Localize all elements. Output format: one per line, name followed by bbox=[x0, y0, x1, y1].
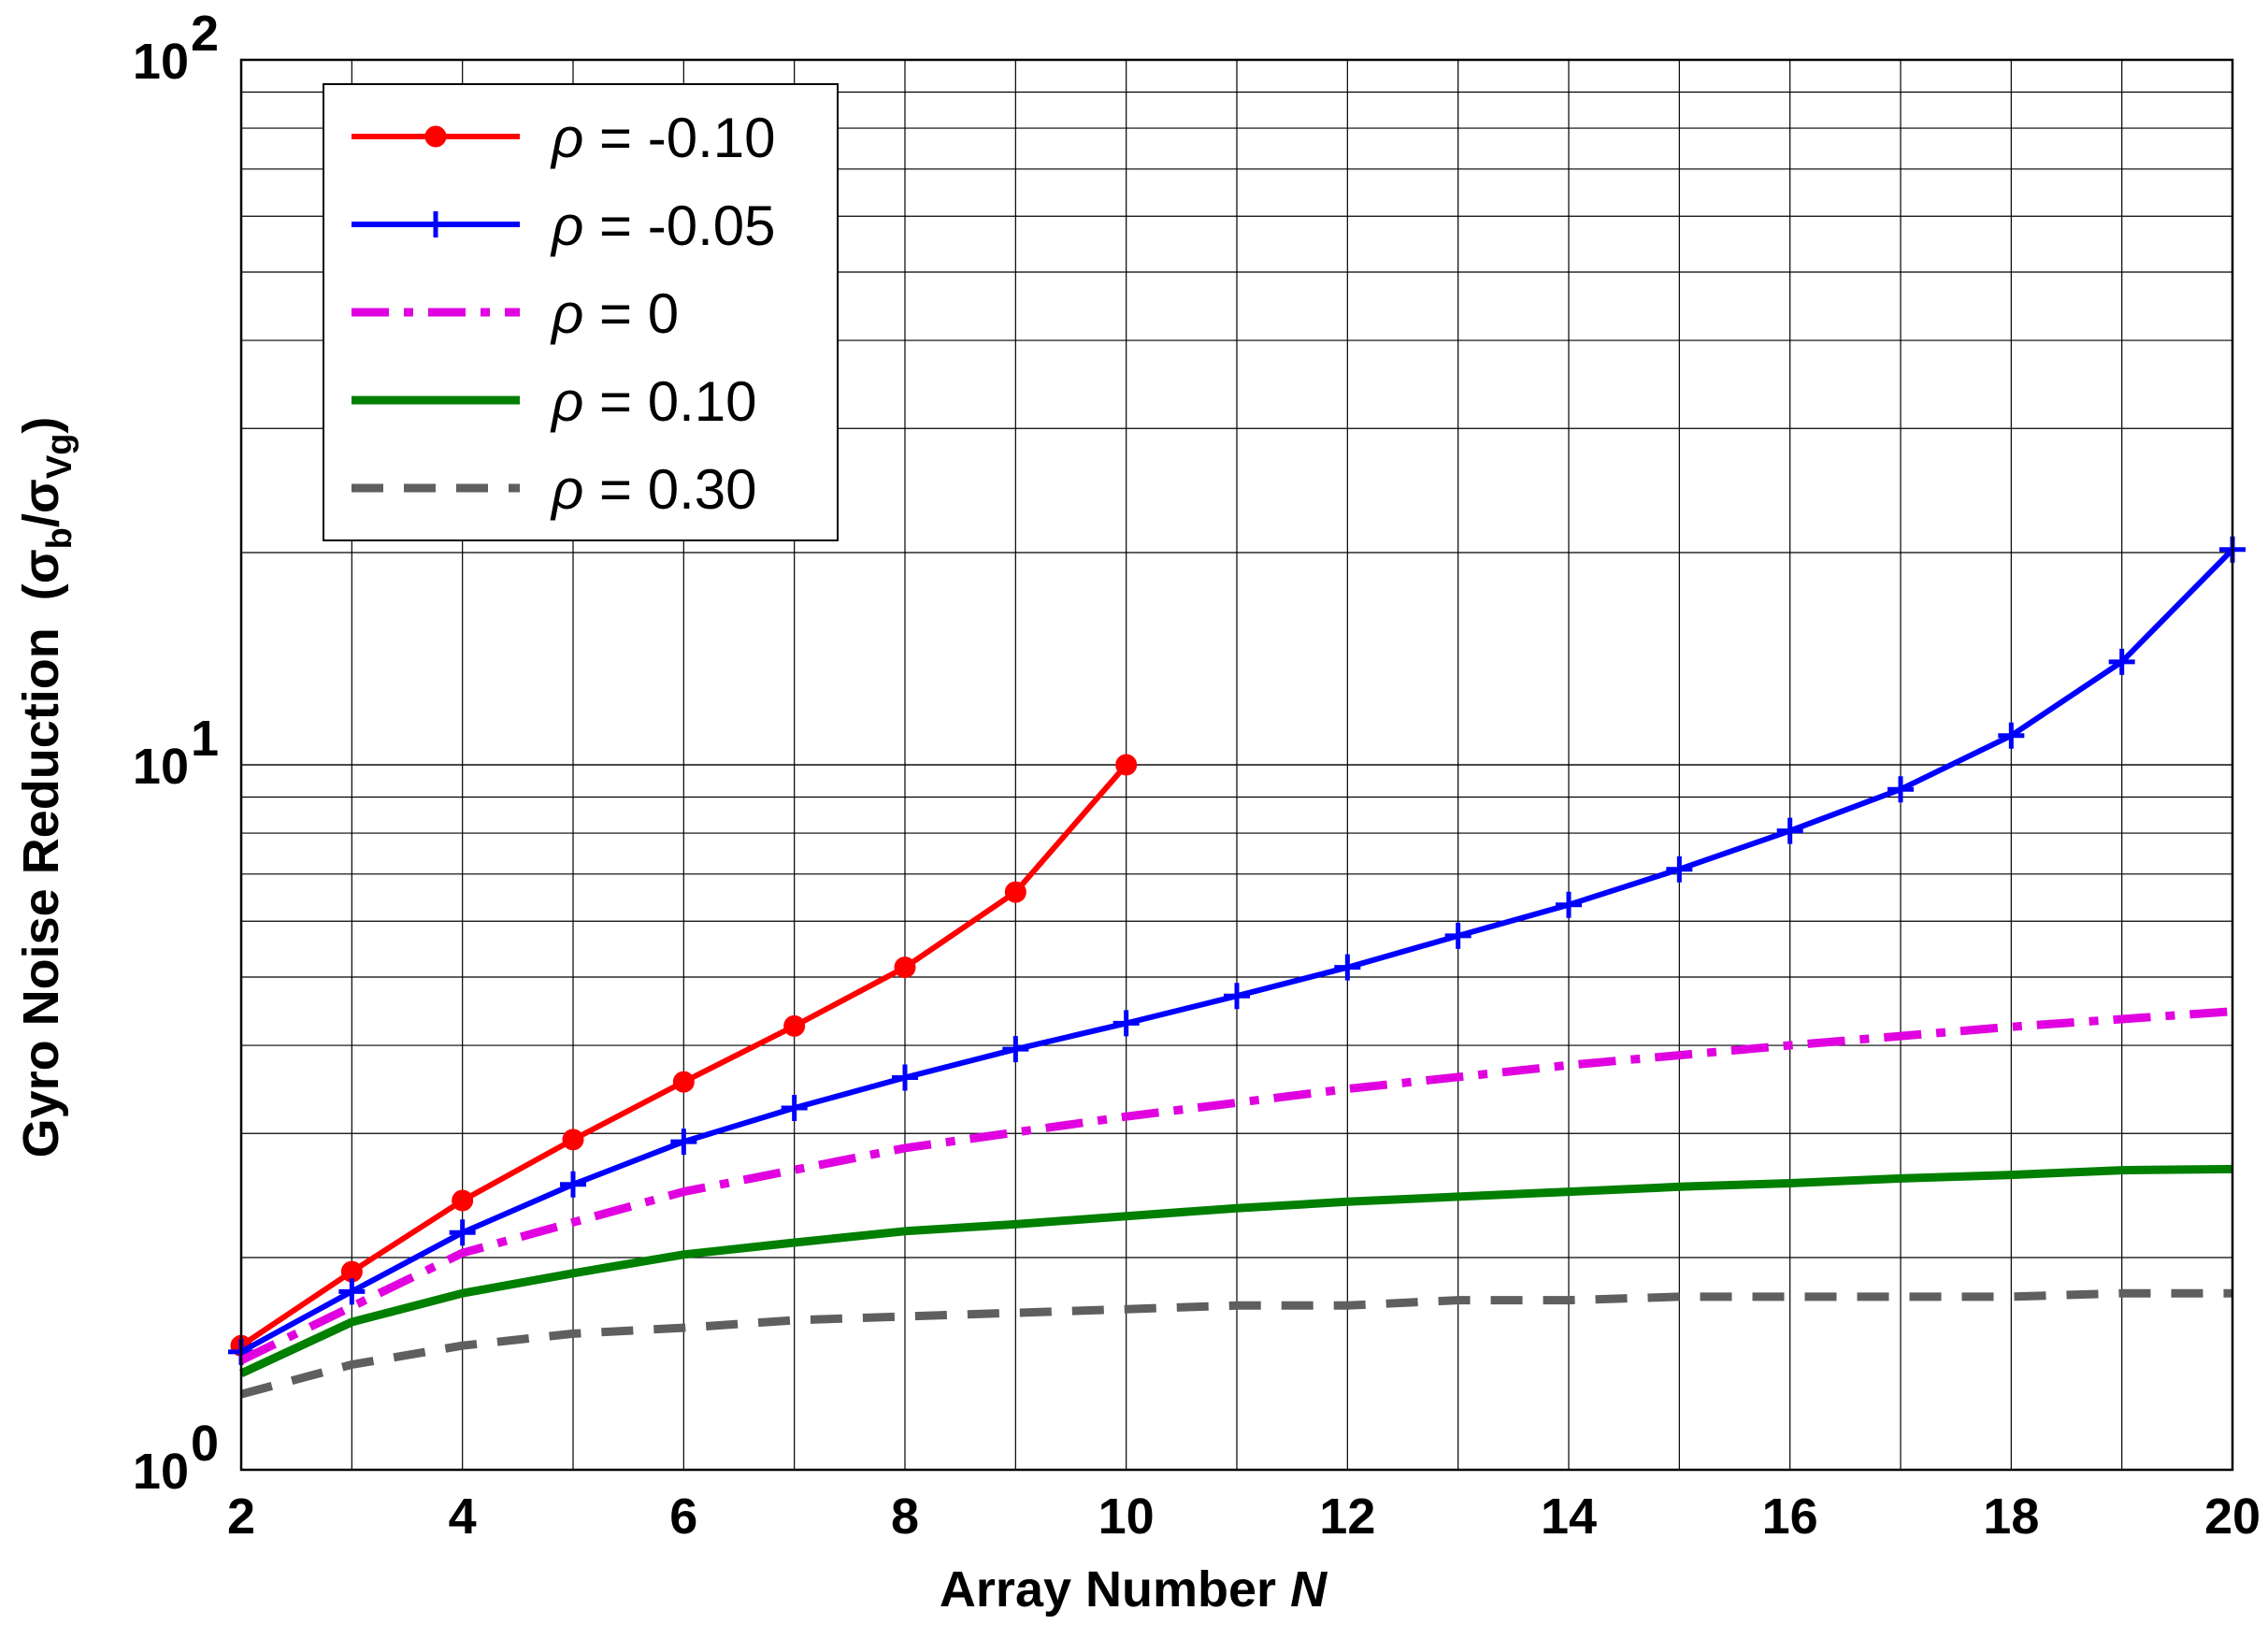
data-point bbox=[1998, 722, 2025, 749]
legend-marker bbox=[423, 211, 449, 237]
y-tick-exponent: 0 bbox=[191, 1416, 219, 1472]
legend-label: ρ = 0 bbox=[550, 282, 679, 345]
legend-item: ρ = -0.05 bbox=[352, 194, 776, 257]
series-1 bbox=[228, 536, 2246, 1365]
legend: ρ = -0.10 ρ = -0.05 ρ = 0 ρ = 0.10 ρ = 0.30 bbox=[323, 83, 839, 541]
legend-label: ρ = 0.10 bbox=[550, 370, 757, 433]
x-axis-label: Array Number N bbox=[940, 1561, 1328, 1618]
x-tick-label: 20 bbox=[2204, 1488, 2261, 1545]
data-point bbox=[1666, 856, 1693, 883]
axes-frame bbox=[239, 58, 2234, 1472]
data-point bbox=[1115, 754, 1138, 776]
data-point bbox=[452, 1189, 474, 1212]
data-point bbox=[783, 1014, 806, 1037]
data-point bbox=[670, 1129, 697, 1156]
legend-label: ρ = -0.05 bbox=[550, 194, 776, 257]
legend-label: ρ = -0.10 bbox=[550, 107, 776, 169]
y-tick-label: 10 bbox=[133, 739, 189, 795]
data-point bbox=[562, 1129, 584, 1151]
x-tick-label: 18 bbox=[1983, 1488, 2039, 1545]
data-point bbox=[1224, 983, 1250, 1010]
data-point bbox=[892, 1064, 918, 1091]
series-0 bbox=[230, 754, 1138, 1357]
series-3 bbox=[239, 1164, 2233, 1377]
legend-label: ρ = 0.30 bbox=[550, 458, 757, 521]
data-point bbox=[2108, 648, 2135, 675]
data-point bbox=[1888, 776, 1914, 803]
data-point bbox=[338, 1278, 366, 1305]
x-tick-label: 12 bbox=[1319, 1488, 1375, 1545]
data-point bbox=[1004, 881, 1026, 903]
axes-box bbox=[239, 58, 2234, 1472]
series-group bbox=[228, 536, 2246, 1399]
y-tick-label: 10 bbox=[133, 34, 189, 90]
x-tick-label: 6 bbox=[669, 1488, 697, 1545]
data-point bbox=[781, 1095, 808, 1122]
data-point bbox=[1002, 1036, 1029, 1063]
y-axis-label: Gyro Noise Reduction (σb/σVg) bbox=[13, 417, 79, 1158]
data-point bbox=[560, 1171, 586, 1198]
data-point bbox=[1776, 817, 1803, 844]
legend-item: ρ = 0.10 bbox=[352, 370, 757, 433]
legend-marker bbox=[424, 125, 447, 148]
data-point bbox=[1444, 922, 1471, 949]
data-point bbox=[449, 1219, 476, 1246]
series-4 bbox=[239, 1288, 2232, 1399]
data-point bbox=[1334, 954, 1361, 981]
x-tick-label: 10 bbox=[1098, 1488, 1155, 1545]
x-tick-label: 2 bbox=[227, 1488, 255, 1545]
data-point bbox=[894, 956, 916, 979]
series-line bbox=[239, 1164, 2233, 1377]
y-tick-exponent: 1 bbox=[191, 711, 219, 767]
x-tick-label: 16 bbox=[1762, 1488, 1818, 1545]
data-point bbox=[1556, 891, 1582, 918]
series-line bbox=[239, 1288, 2232, 1399]
y-tick-label: 10 bbox=[133, 1444, 189, 1500]
y-tick-exponent: 2 bbox=[191, 6, 219, 62]
legend-item: ρ = -0.10 bbox=[352, 107, 776, 169]
legend-item: ρ = 0.30 bbox=[352, 458, 757, 521]
data-point bbox=[672, 1071, 695, 1093]
series-line bbox=[239, 1007, 2233, 1364]
x-tick-label: 14 bbox=[1541, 1488, 1597, 1545]
series-2 bbox=[239, 1007, 2233, 1364]
x-tick-label: 4 bbox=[449, 1488, 477, 1545]
legend-item: ρ = 0 bbox=[352, 282, 679, 345]
data-point bbox=[1112, 1010, 1140, 1037]
x-tick-label: 8 bbox=[891, 1488, 919, 1545]
